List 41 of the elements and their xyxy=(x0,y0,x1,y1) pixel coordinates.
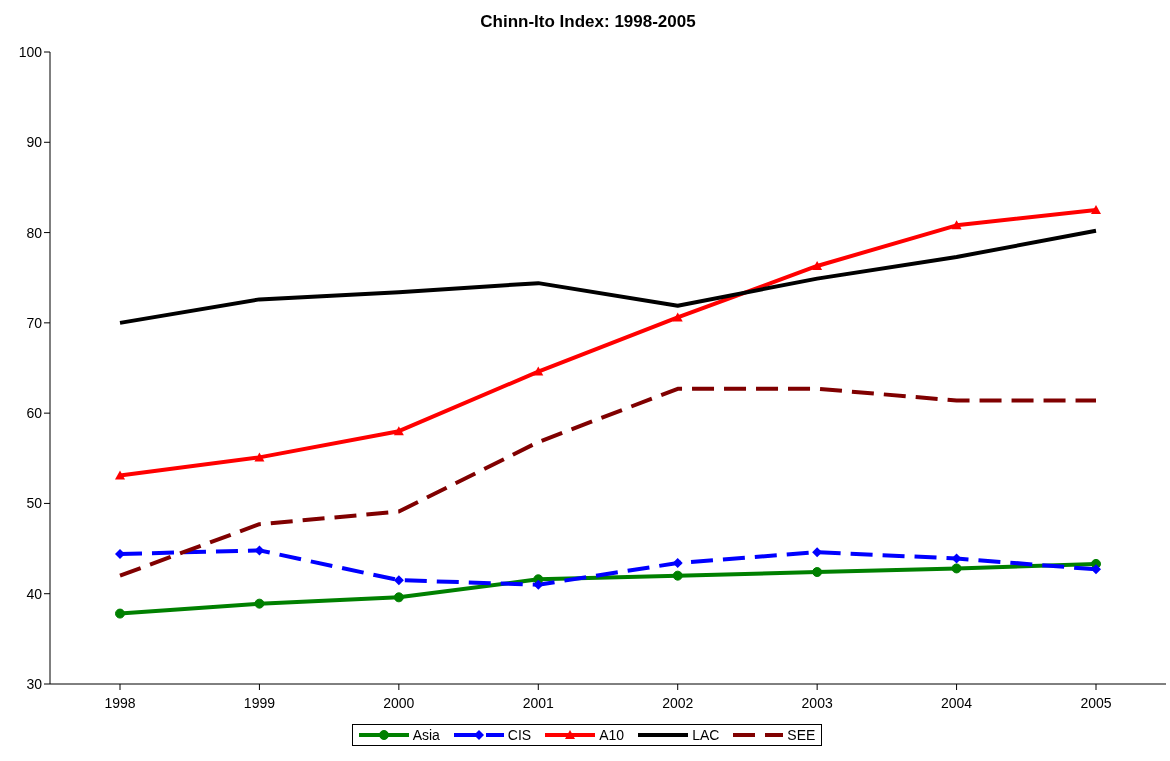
point xyxy=(1091,564,1101,575)
point xyxy=(812,260,823,270)
chart-title: Chinn-Ito Index: 1998-2005 xyxy=(479,11,697,33)
point xyxy=(115,548,125,559)
y-tick-label: 60 xyxy=(26,405,43,422)
point xyxy=(1091,205,1101,214)
y-tick-label: 40 xyxy=(26,585,43,602)
x-tick-label: 2001 xyxy=(522,694,555,711)
y-tick-label: 50 xyxy=(26,495,43,512)
x-tick-label: 2003 xyxy=(801,694,833,711)
point xyxy=(812,567,823,578)
point xyxy=(951,220,962,230)
x-tick-label: 1999 xyxy=(243,694,276,711)
y-tick-label: 100 xyxy=(18,43,43,60)
line-series xyxy=(118,228,1098,325)
point xyxy=(393,592,404,603)
point xyxy=(254,452,265,462)
point xyxy=(672,312,683,322)
point xyxy=(951,563,962,574)
line-series xyxy=(118,386,1098,578)
y-tick-label: 70 xyxy=(26,314,43,331)
point xyxy=(672,570,683,581)
point xyxy=(672,558,683,569)
y-tick-label: 80 xyxy=(26,224,43,241)
x-tick-label: 1998 xyxy=(104,694,136,711)
point xyxy=(393,575,404,586)
point xyxy=(533,366,544,376)
y-tick-label: 90 xyxy=(26,134,43,151)
point xyxy=(115,608,125,619)
legend-label: CIS xyxy=(506,727,532,743)
y-tick-label: 30 xyxy=(26,675,43,692)
x-tick-label: 2002 xyxy=(662,694,694,711)
legend-label: A10 xyxy=(598,727,625,743)
point xyxy=(254,598,265,609)
x-tick-label: 2004 xyxy=(940,694,973,711)
point xyxy=(393,426,404,436)
legend-label: Asia xyxy=(411,727,440,743)
x-tick-label: 2005 xyxy=(1080,694,1112,711)
legend-label: LAC xyxy=(691,727,720,743)
x-tick-label: 2000 xyxy=(383,694,415,711)
legend-label: SEE xyxy=(786,727,816,743)
